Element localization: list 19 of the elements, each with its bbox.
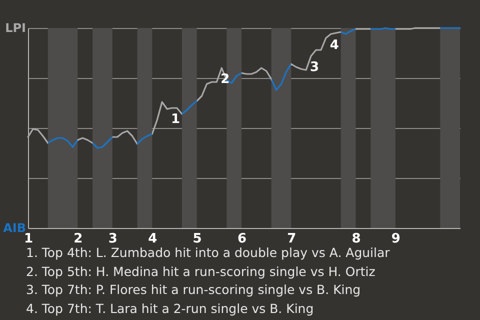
- text: AIB: [3, 221, 26, 235]
- x-tick-label: 3: [108, 232, 118, 246]
- text: 2. Top 5th: H. Medina hit a run-scoring single vs H. Ortiz: [26, 262, 376, 281]
- x-tick-label: 8: [352, 232, 361, 246]
- x-tick-label: 1: [24, 232, 34, 246]
- x-tick-label: 6: [237, 232, 247, 246]
- x-tick-label: 2: [74, 232, 83, 246]
- text: 4. Top 7th: T. Lara hit a 2-run single vs B. King: [26, 300, 315, 318]
- text: 3. Top 7th: P. Flores hit a run-scoring single vs B. King: [26, 281, 362, 299]
- text: 1. Top 4th: L. Zumbado hit into a double play vs A. Aguilar: [26, 244, 390, 262]
- annotation: 3: [310, 60, 320, 75]
- annotation: 2: [220, 72, 230, 87]
- x-tick-label: 9: [391, 232, 400, 246]
- x-tick-label: 5: [192, 232, 202, 246]
- annotation: 4: [330, 38, 339, 53]
- text: LPI: [5, 21, 26, 35]
- annotation: 1: [171, 112, 180, 127]
- x-tick-label: 4: [148, 232, 158, 246]
- x-tick-label: 7: [287, 232, 296, 246]
